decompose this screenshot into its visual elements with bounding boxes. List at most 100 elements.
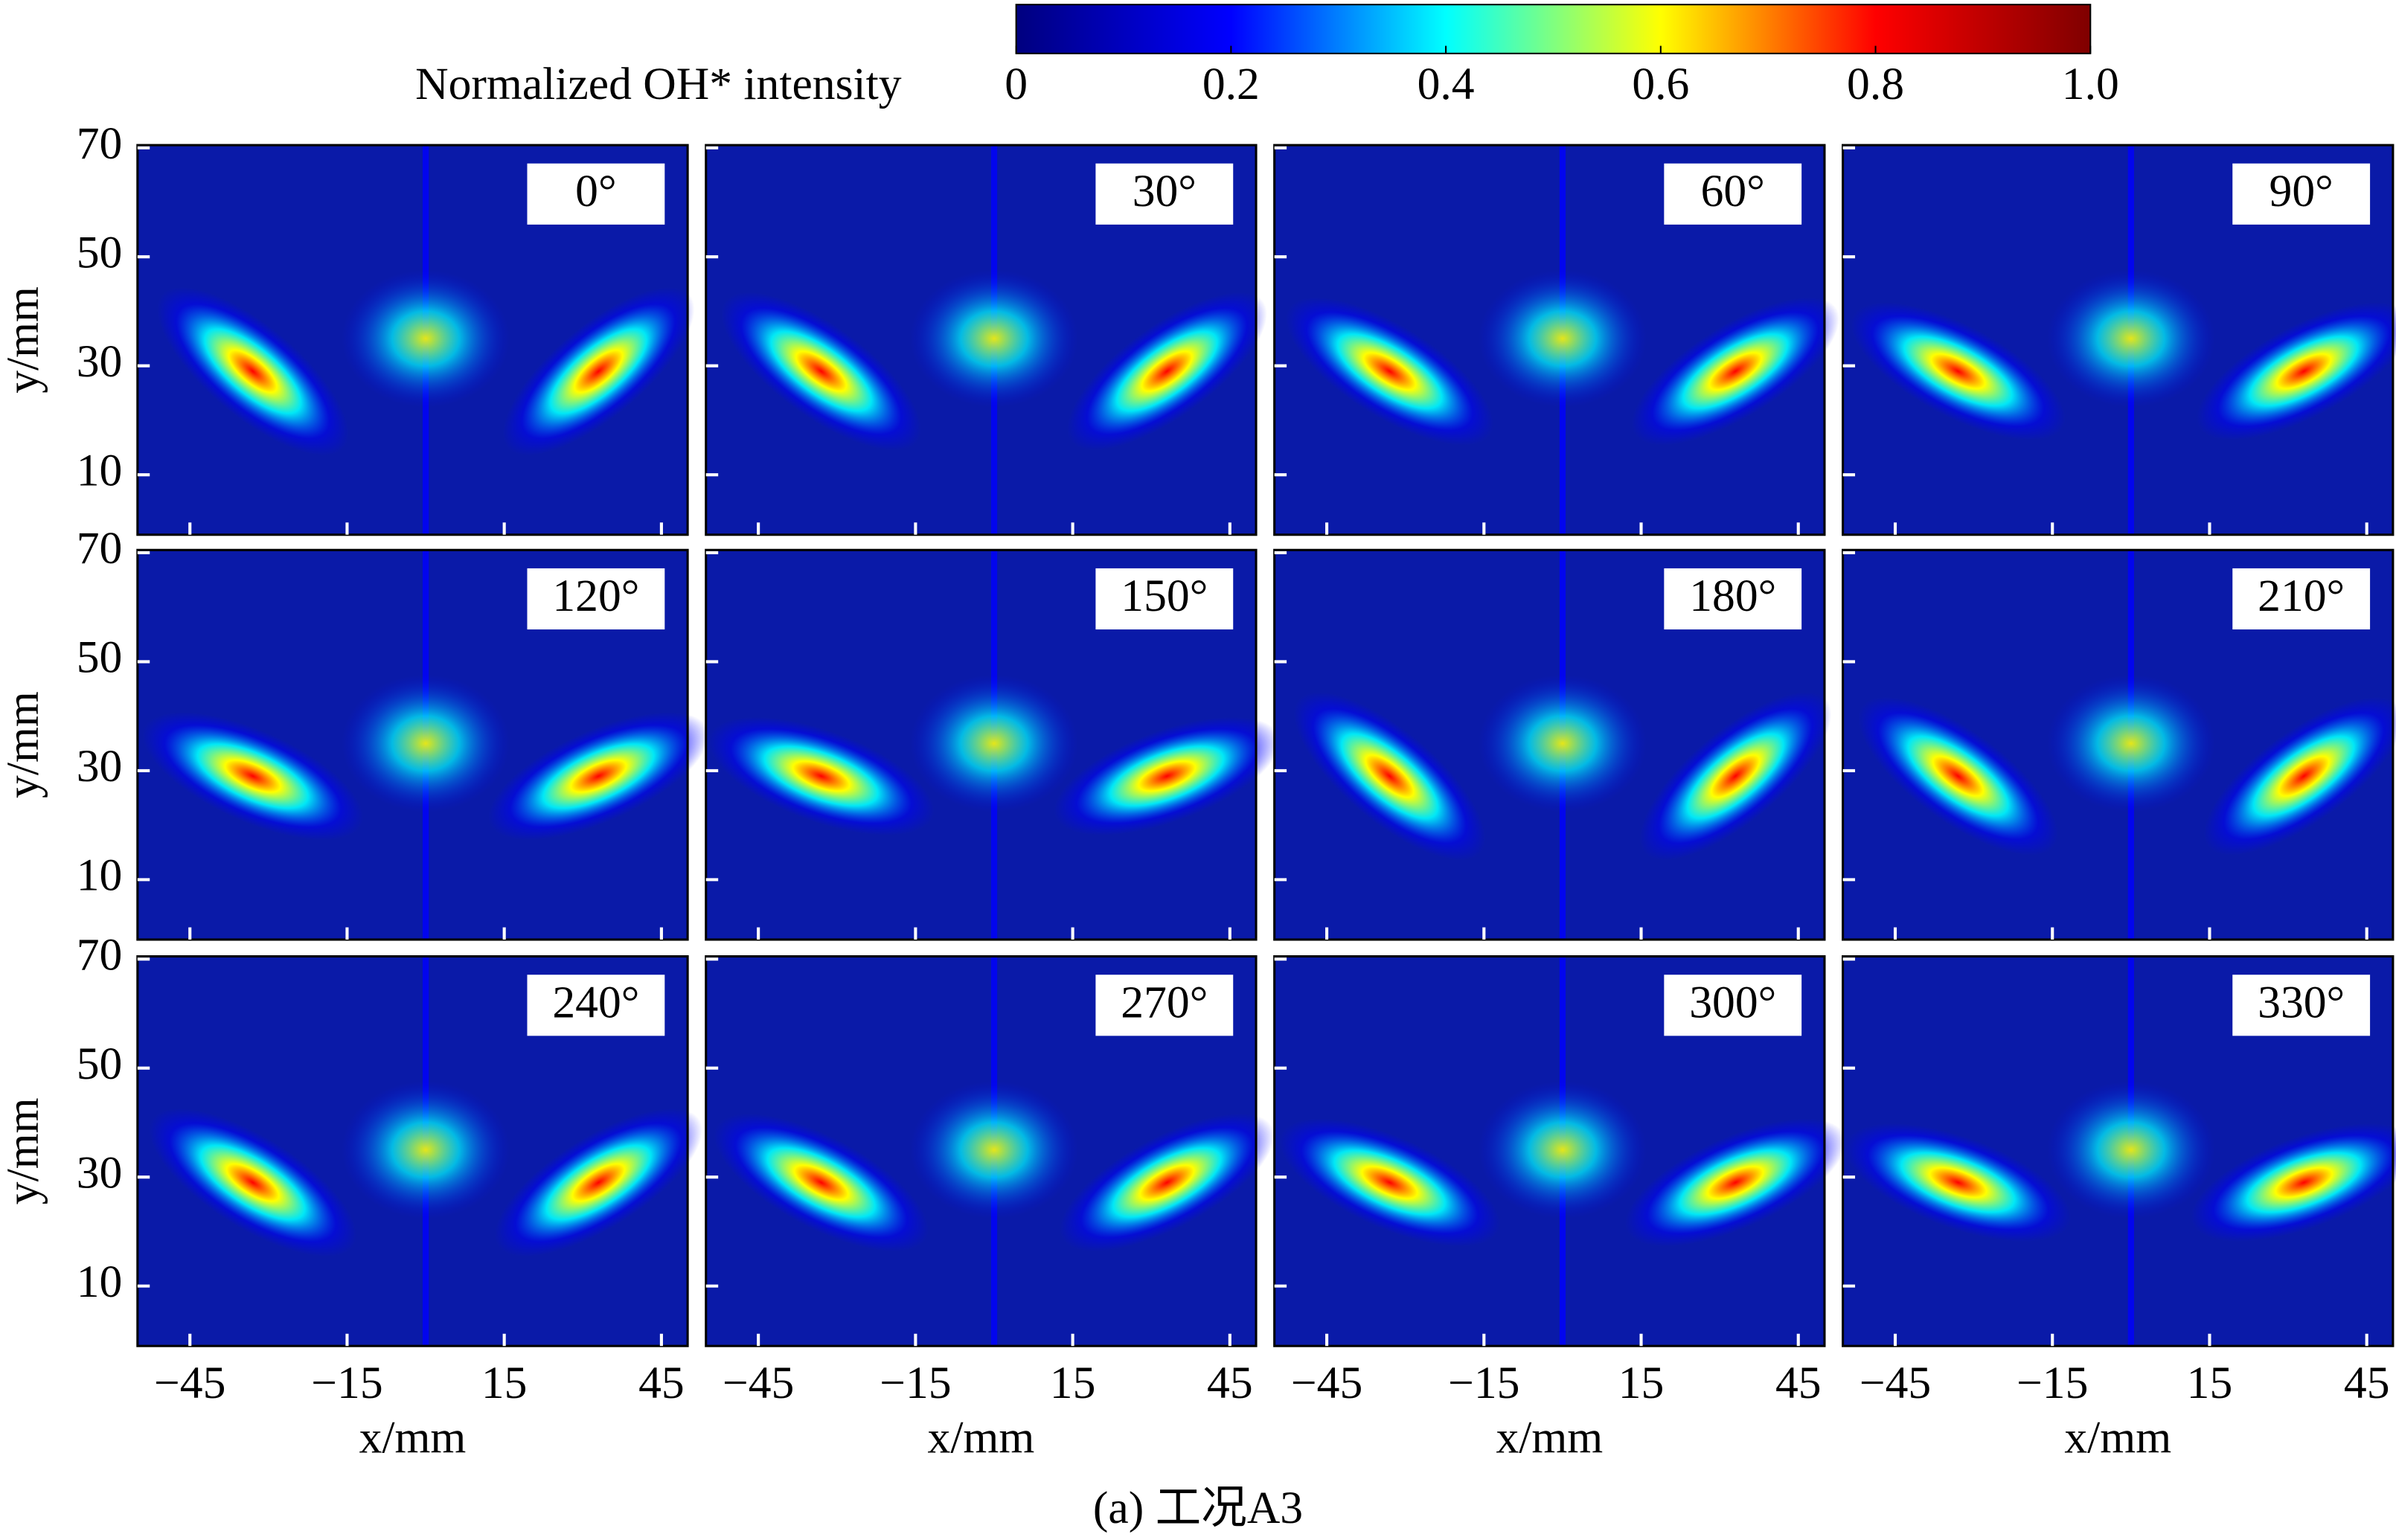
panel: 0° 10 30 50 70 y/mm	[0, 118, 695, 536]
flame	[721, 292, 922, 451]
flame-core	[342, 269, 510, 408]
flame	[2191, 1123, 2396, 1242]
x-tick-label: 15	[1618, 1358, 1665, 1408]
x-tick-label: 45	[2344, 1358, 2390, 1408]
flame	[1059, 1113, 1275, 1252]
panel-frame	[705, 548, 1258, 941]
panel-title-box	[1664, 163, 1802, 225]
y-tick-label: 70	[77, 118, 123, 169]
y-tick-label: 30	[77, 336, 123, 387]
colorbar-tick-label: 0.6	[1632, 59, 1689, 109]
y-tick-label: 10	[77, 1257, 123, 1307]
flame	[1066, 292, 1267, 451]
flame-core	[2046, 674, 2215, 812]
flame	[1857, 696, 2059, 856]
panel-title: 150°	[1121, 571, 1208, 621]
panel-title-box	[2232, 975, 2371, 1036]
panel-title-box	[2232, 568, 2371, 630]
flame-core	[1478, 674, 1647, 812]
panel-frame	[1273, 144, 1826, 536]
x-tick-label: 15	[1050, 1358, 1096, 1408]
flame	[494, 1108, 703, 1257]
panel: 30°	[705, 144, 1267, 536]
panel-title: 270°	[1121, 977, 1208, 1027]
caption: (a) 工况A3	[1093, 1483, 1303, 1533]
flame	[1851, 302, 2066, 440]
y-tick-label: 30	[77, 1147, 123, 1198]
x-axis-label: x/mm	[2064, 1413, 2171, 1463]
panel: 240° 10 30 50 70 −45 −15 15 45 y/mm x/mm	[0, 929, 703, 1463]
flame-core	[910, 269, 1078, 408]
flame-core	[910, 674, 1078, 812]
flame	[1624, 1118, 1846, 1247]
flame	[1285, 297, 1494, 446]
y-tick-label: 50	[77, 227, 123, 277]
x-axis-label: x/mm	[359, 1413, 467, 1463]
colorbar-tick-label: 1.0	[2062, 59, 2119, 109]
flame	[1639, 691, 1832, 861]
x-tick-label: −15	[311, 1358, 382, 1408]
y-axis-label: y/mm	[0, 286, 48, 394]
panel: 180°	[1273, 548, 1832, 941]
flame-core	[1478, 269, 1647, 408]
panel-title-box	[527, 568, 665, 630]
panel-frame	[1273, 955, 1826, 1347]
y-axis-label: y/mm	[0, 691, 48, 798]
flame	[149, 1108, 357, 1257]
flame	[708, 716, 935, 835]
panel-title: 60°	[1701, 166, 1765, 216]
panel-frame	[1842, 548, 2395, 941]
flame	[1631, 297, 1839, 446]
panel-frame	[136, 955, 689, 1347]
flame-core	[2046, 269, 2215, 408]
colorbar	[1015, 4, 2092, 54]
panel-title: 330°	[2258, 977, 2345, 1027]
y-tick-label: 70	[77, 929, 123, 980]
y-tick-label: 10	[77, 445, 123, 495]
panel-title: 120°	[552, 571, 639, 621]
panel: 90°	[1842, 144, 2396, 536]
flame	[714, 1113, 929, 1252]
panel-title: 90°	[2270, 166, 2333, 216]
flame	[142, 712, 364, 841]
panel-frame	[705, 144, 1258, 536]
panel-title-box	[1095, 163, 1234, 225]
flame	[2203, 696, 2396, 856]
panel-title-box	[2232, 163, 2371, 225]
flame	[1293, 691, 1486, 861]
x-tick-label: −15	[880, 1358, 951, 1408]
y-tick-label: 30	[77, 741, 123, 792]
x-tick-label: 45	[638, 1358, 685, 1408]
panel-frame	[1273, 548, 1826, 941]
panel-title: 240°	[552, 977, 639, 1027]
flame	[156, 286, 349, 456]
y-tick-label: 10	[77, 850, 123, 901]
flame-core	[2046, 1081, 2215, 1219]
panel-title: 300°	[1689, 977, 1776, 1027]
colorbar-tick-label: 0.4	[1418, 59, 1475, 109]
flame	[1054, 716, 1281, 835]
panel: 150°	[705, 548, 1281, 941]
colorbar-label: Normalized OH* intensity	[415, 59, 902, 109]
panel-title-box	[1095, 568, 1234, 630]
panel-title: 0°	[575, 166, 616, 216]
panel-frame	[1842, 144, 2395, 536]
x-tick-label: −45	[1860, 1358, 1931, 1408]
panel-title: 30°	[1133, 166, 1197, 216]
panel-frame	[136, 144, 689, 536]
panel-frame	[136, 548, 689, 941]
x-tick-label: 45	[1775, 1358, 1822, 1408]
panel-title-box	[527, 975, 665, 1036]
flame	[502, 286, 695, 456]
panel: 60°	[1273, 144, 1839, 536]
x-tick-label: −15	[1448, 1358, 1519, 1408]
x-tick-label: 45	[1207, 1358, 1253, 1408]
colorbar-tick-label: 0.2	[1202, 59, 1260, 109]
colorbar-tick-label: 0.8	[1847, 59, 1904, 109]
x-tick-label: −45	[1291, 1358, 1362, 1408]
x-tick-label: −15	[2017, 1358, 2088, 1408]
x-axis-label: x/mm	[928, 1413, 1035, 1463]
x-tick-label: −45	[723, 1358, 794, 1408]
flame	[1279, 1118, 1501, 1247]
